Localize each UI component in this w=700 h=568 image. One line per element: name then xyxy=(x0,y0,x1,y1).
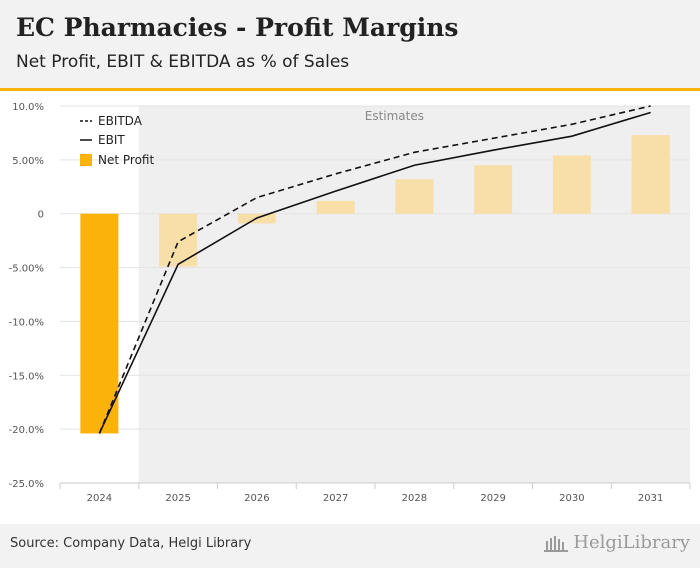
estimates-label: Estimates xyxy=(365,109,424,123)
net-profit-bar xyxy=(474,165,513,214)
x-tick-label: 2029 xyxy=(480,493,505,504)
legend: EBITDA EBIT Net Profit xyxy=(80,114,154,167)
y-tick-label: -25.0% xyxy=(9,479,44,490)
x-tick-label: 2026 xyxy=(244,493,269,504)
x-tick-label: 2031 xyxy=(638,493,663,504)
legend-ebitda-label: EBITDA xyxy=(98,114,143,128)
estimates-band xyxy=(138,106,690,483)
source-note: Source: Company Data, Helgi Library xyxy=(10,536,252,551)
library-icon xyxy=(544,535,569,552)
x-tick-label: 2024 xyxy=(87,493,112,504)
net-profit-bar xyxy=(159,213,198,267)
chart-subtitle: Net Profit, EBIT & EBITDA as % of Sales xyxy=(16,52,350,72)
y-tick-label: 0 xyxy=(38,210,44,221)
net-profit-bar xyxy=(552,155,591,214)
y-tick-label: -5.00% xyxy=(9,264,44,275)
legend-net-profit-label: Net Profit xyxy=(98,153,154,167)
ebit-line xyxy=(98,111,651,434)
chart-area: Estimates 10.0% 5.00% 0 -5.00% -10.0% -15.0% -… xyxy=(9,102,691,504)
ebitda-line xyxy=(98,105,651,434)
chart-title: EC Pharmacies - Profit Margins xyxy=(16,13,459,42)
estimates-band-layer: Estimates xyxy=(138,106,690,483)
y-tick-label: 5.00% xyxy=(12,156,44,167)
brand-logo: HelgiLibrary xyxy=(543,532,690,553)
net-profit-bar xyxy=(80,213,119,434)
line-layer xyxy=(98,105,651,434)
net-profit-bar xyxy=(395,179,434,214)
legend-ebit-label: EBIT xyxy=(98,133,125,147)
legend-net-profit-swatch xyxy=(80,154,92,166)
brand-name: HelgiLibrary xyxy=(573,532,690,553)
net-profit-bar xyxy=(316,200,355,214)
net-profit-bar xyxy=(631,135,670,214)
axis-layer: 10.0% 5.00% 0 -5.00% -10.0% -15.0% -20.0% -25.0… xyxy=(9,102,691,504)
x-tick-label: 2025 xyxy=(165,493,190,504)
y-tick-label: -15.0% xyxy=(9,371,44,382)
x-tick-label: 2028 xyxy=(402,493,427,504)
x-tick-label: 2030 xyxy=(559,493,584,504)
y-tick-label: -20.0% xyxy=(9,425,44,436)
footer: Source: Company Data, Helgi Library Helg… xyxy=(0,524,700,568)
header: EC Pharmacies - Profit Margins Net Profi… xyxy=(0,0,700,91)
x-tick-label: 2027 xyxy=(323,493,348,504)
y-tick-label: 10.0% xyxy=(12,102,44,113)
y-tick-label: -10.0% xyxy=(9,317,44,328)
